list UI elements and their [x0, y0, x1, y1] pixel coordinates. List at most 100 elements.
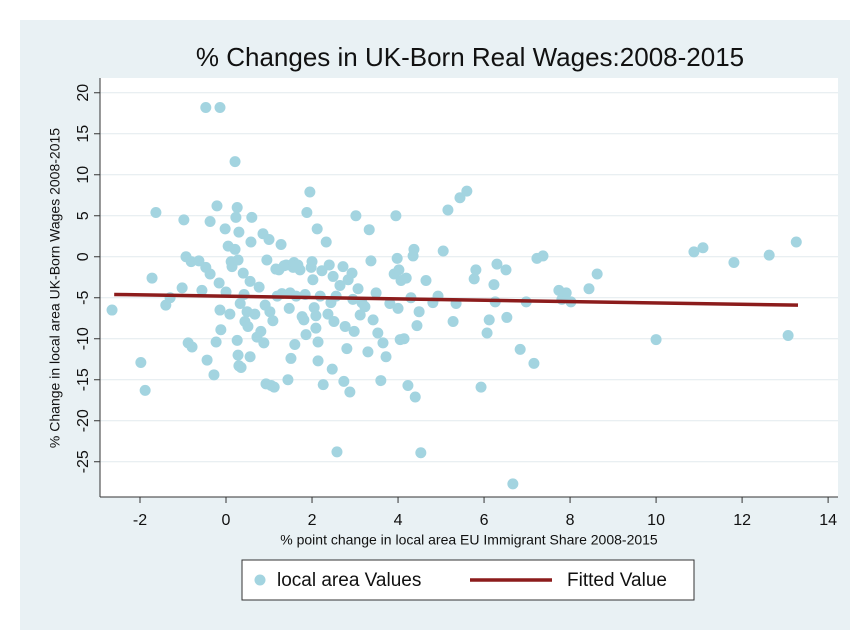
scatter-point [323, 259, 335, 271]
scatter-point [310, 322, 322, 334]
scatter-point [475, 381, 487, 393]
scatter-point [359, 301, 371, 313]
scatter-point [253, 281, 265, 293]
y-tick-label: 10 [75, 166, 92, 184]
scatter-point [176, 282, 188, 294]
scatter-point [150, 206, 162, 218]
scatter-point [413, 306, 425, 318]
legend-label: Fitted Value [567, 570, 667, 591]
scatter-point [328, 316, 340, 328]
x-tick-label: 0 [222, 512, 231, 529]
scatter-point [500, 264, 512, 276]
scatter-point [415, 447, 427, 459]
scatter-point [352, 283, 364, 295]
scatter-point [311, 223, 323, 235]
scatter-point [326, 363, 338, 375]
scatter-point [310, 310, 322, 322]
scatter-point [210, 336, 222, 348]
scatter-point [178, 214, 190, 226]
scatter-point [307, 274, 319, 286]
scatter-point [591, 268, 603, 280]
scatter-point [331, 446, 343, 458]
scatter-point [537, 250, 549, 262]
scatter-point [146, 272, 158, 284]
scatter-point [400, 272, 412, 284]
scatter-point [237, 267, 249, 279]
scatter-point [244, 275, 256, 287]
scatter-point [320, 236, 332, 248]
scatter-point [390, 210, 402, 222]
scatter-point [235, 361, 247, 373]
scatter-point [306, 256, 318, 268]
scatter-point [350, 210, 362, 222]
scatter-point [483, 314, 495, 326]
scatter-point [219, 223, 231, 235]
scatter-point [255, 325, 267, 337]
scatter-point [728, 256, 740, 268]
scatter-point [377, 337, 389, 349]
scatter-point [346, 267, 358, 279]
scatter-point [214, 304, 226, 316]
scatter-point [232, 349, 244, 361]
scatter-point [398, 333, 410, 345]
scatter-point [312, 355, 324, 367]
legend-label: local area Values [277, 570, 421, 591]
y-tick-label: -15 [75, 368, 92, 391]
scatter-point [391, 252, 403, 264]
scatter-point [402, 379, 414, 391]
scatter-point [242, 320, 254, 332]
scatter-point [365, 255, 377, 267]
scatter-point [339, 320, 351, 332]
scatter-point [232, 254, 244, 266]
x-tick-label: 12 [733, 512, 751, 529]
scatter-point [234, 297, 246, 309]
scatter-point [507, 478, 519, 490]
scatter-point [258, 337, 270, 349]
scatter-point [282, 374, 294, 386]
x-tick-label: 8 [566, 512, 575, 529]
scatter-point [264, 306, 276, 318]
scatter-point [238, 288, 250, 300]
scatter-point [233, 226, 245, 238]
y-tick-label: -25 [75, 450, 92, 473]
scatter-point [363, 224, 375, 236]
x-tick-label: -2 [133, 512, 147, 529]
scatter-point [372, 327, 384, 339]
scatter-point [285, 352, 297, 364]
plot-area [100, 78, 838, 497]
scatter-point [246, 211, 258, 223]
scatter-point [393, 264, 405, 276]
legend [241, 559, 695, 601]
scatter-point [215, 324, 227, 336]
scatter-point [275, 238, 287, 250]
x-tick-label: 2 [308, 512, 317, 529]
scatter-point [697, 242, 709, 254]
x-tick-label: 4 [394, 512, 403, 529]
scatter-point [514, 343, 526, 355]
y-axis-title: % Change in local area UK-Born Wages 200… [47, 128, 63, 448]
scatter-point [186, 341, 198, 353]
x-tick-label: 10 [647, 512, 665, 529]
scatter-point [283, 302, 295, 314]
y-tick-label: 15 [75, 125, 92, 143]
scatter-point [470, 264, 482, 276]
scatter-point [298, 314, 310, 326]
scatter-point [193, 255, 205, 267]
x-axis-title: % point change in local area EU Immigran… [280, 532, 658, 548]
fitted-line [114, 292, 799, 307]
scatter-point [106, 304, 118, 316]
scatter-point [437, 245, 449, 257]
scatter-point [294, 264, 306, 276]
scatter-point [289, 338, 301, 350]
scatter-point [268, 381, 280, 393]
x-tick-label: 6 [480, 512, 489, 529]
scatter-point [322, 308, 334, 320]
scatter-point [196, 284, 208, 296]
scatter-point [501, 311, 513, 323]
scatter-point [447, 316, 459, 328]
scatter-point [370, 287, 382, 299]
scatter-point [245, 236, 257, 248]
scatter-point [384, 297, 396, 309]
scatter-point [560, 287, 572, 299]
